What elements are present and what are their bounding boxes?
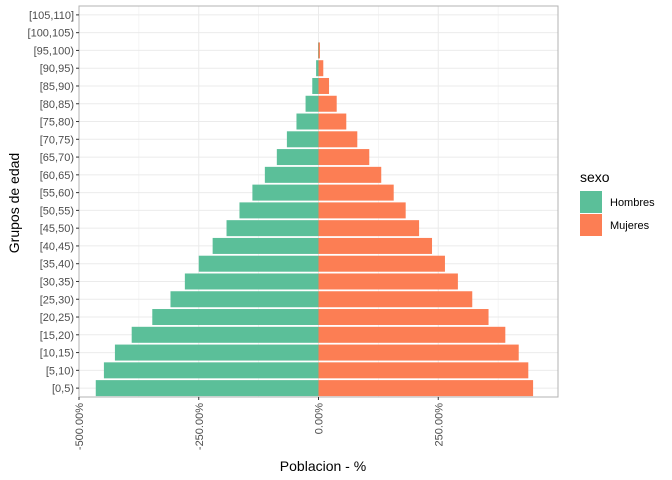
bar-hombres-11 (252, 184, 319, 201)
x-tick-label: -500.00% (74, 403, 86, 450)
bar-mujeres-6 (318, 273, 458, 290)
bar-hombres-3 (131, 326, 319, 343)
bar-mujeres-0 (318, 380, 534, 397)
y-tick-label: [50,55) (40, 205, 74, 217)
bar-hombres-2 (114, 344, 319, 361)
bar-mujeres-9 (318, 220, 420, 237)
y-tick-label: [105,110] (29, 10, 74, 22)
y-tick-label: [60,65) (40, 170, 74, 182)
legend-label-hombres: Hombres (610, 197, 655, 209)
y-tick-label: [25,30) (40, 294, 74, 306)
legend-swatch-mujeres (580, 214, 602, 236)
y-tick-label: [100,105) (28, 28, 74, 40)
y-tick-label: [20,25) (40, 312, 74, 324)
y-tick-label: [70,75) (40, 134, 74, 146)
legend-title: sexo (580, 169, 610, 185)
bar-mujeres-4 (318, 309, 489, 326)
bar-hombres-9 (226, 220, 319, 237)
bar-mujeres-10 (318, 202, 406, 219)
bar-hombres-15 (296, 113, 319, 130)
y-tick-label: [90,95) (40, 63, 74, 75)
legend-label-mujeres: Mujeres (610, 220, 650, 232)
bar-hombres-18 (316, 60, 319, 77)
bar-hombres-4 (152, 309, 319, 326)
y-tick-label: [35,40) (40, 259, 74, 271)
bar-mujeres-14 (318, 131, 358, 148)
bar-mujeres-12 (318, 166, 382, 183)
bar-mujeres-8 (318, 237, 433, 254)
bar-hombres-6 (184, 273, 319, 290)
y-tick-labels: [0,5) [5,10) [10,15) [15,20) [20,25) [25,30) [… (28, 10, 79, 395)
y-tick-label: [95,100) (34, 45, 74, 57)
legend: sexo Hombres Mujeres (580, 169, 655, 236)
bar-mujeres-7 (318, 255, 445, 272)
bars-layer (95, 42, 534, 397)
x-tick-label: -250.00% (194, 403, 206, 450)
y-tick-label: [55,60) (40, 188, 74, 200)
y-tick-label: [30,35) (40, 276, 74, 288)
y-tick-label: [0,5) (52, 383, 74, 395)
bar-mujeres-15 (318, 113, 347, 130)
y-tick-label: [85,90) (40, 81, 74, 93)
y-tick-label: [45,50) (40, 223, 74, 235)
bar-mujeres-17 (318, 77, 330, 94)
bar-hombres-5 (170, 291, 319, 308)
x-tick-label: 250.00% (433, 403, 445, 447)
bar-hombres-8 (212, 237, 319, 254)
bar-hombres-0 (95, 380, 319, 397)
bar-hombres-1 (103, 362, 319, 379)
bar-hombres-12 (264, 166, 319, 183)
bar-mujeres-3 (318, 326, 506, 343)
x-axis-title: Poblacion - % (280, 458, 366, 474)
x-tick-label: 0.00% (314, 403, 326, 434)
bar-mujeres-1 (318, 362, 529, 379)
bar-mujeres-2 (318, 344, 519, 361)
y-axis-title: Grupos de edad (6, 153, 22, 253)
bar-mujeres-18 (318, 60, 324, 77)
bar-hombres-14 (286, 131, 319, 148)
bar-hombres-17 (312, 77, 319, 94)
y-tick-label: [15,20) (40, 330, 74, 342)
y-tick-label: [80,85) (40, 99, 74, 111)
x-tick-labels: -500.00% -250.00% 0.00% 250.00% (74, 397, 445, 450)
bar-hombres-7 (198, 255, 319, 272)
bar-hombres-10 (239, 202, 319, 219)
y-tick-label: [5,10) (46, 365, 74, 377)
y-tick-label: [40,45) (40, 241, 74, 253)
bar-mujeres-11 (318, 184, 394, 201)
bar-hombres-16 (305, 95, 319, 112)
bar-mujeres-16 (318, 95, 337, 112)
bar-mujeres-19 (318, 42, 320, 59)
bar-mujeres-5 (318, 291, 473, 308)
legend-swatch-hombres (580, 191, 602, 213)
bar-mujeres-13 (318, 149, 370, 166)
y-tick-label: [10,15) (40, 348, 74, 360)
y-tick-label: [65,70) (40, 152, 74, 164)
y-tick-label: [75,80) (40, 117, 74, 129)
bar-hombres-13 (276, 149, 319, 166)
